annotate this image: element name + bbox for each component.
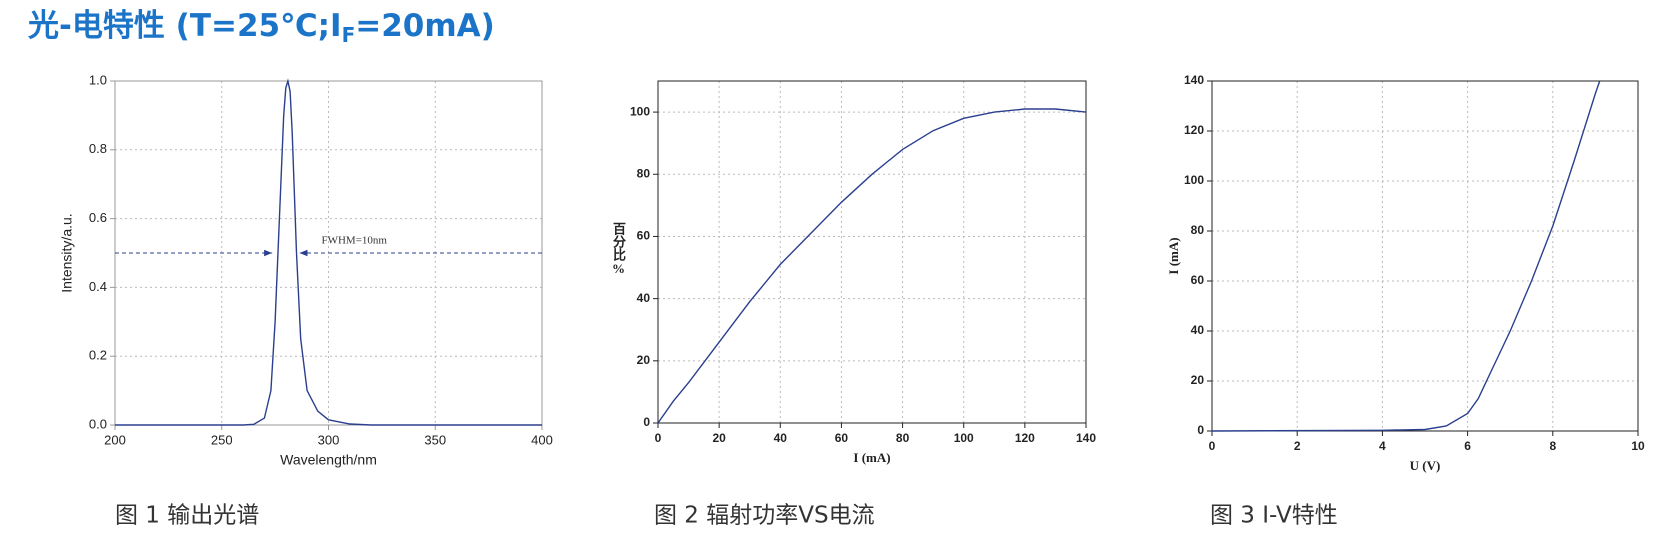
x-tick-label: 400 (531, 432, 553, 447)
y-tick-label: 20 (637, 353, 651, 367)
data-line (115, 78, 542, 426)
figure-caption: 图 3 I-V特性 (1210, 503, 1338, 529)
x-tick-label: 120 (1015, 431, 1035, 445)
data-line (1211, 80, 1601, 432)
x-axis-label: I (mA) (853, 450, 890, 465)
x-tick-label: 140 (1076, 431, 1096, 445)
y-tick-label: 0.6 (89, 210, 107, 225)
y-tick-label: 100 (1184, 173, 1204, 187)
y-tick-label: 60 (637, 229, 651, 243)
x-tick-label: 40 (774, 431, 788, 445)
y-tick-label: 1.0 (89, 72, 107, 87)
y-tick-label: 0.4 (89, 279, 107, 294)
x-axis-label: U (V) (1410, 458, 1441, 473)
x-tick-label: 0 (655, 431, 662, 445)
x-tick-label: 200 (104, 432, 126, 447)
figure-caption: 图 2 辐射功率VS电流 (654, 503, 875, 529)
x-tick-label: 300 (318, 432, 340, 447)
plot-frame (657, 80, 1087, 424)
x-tick-label: 100 (954, 431, 974, 445)
y-tick-label: 120 (1184, 123, 1204, 137)
y-axis-label: 百分比% (611, 222, 626, 276)
x-tick-label: 20 (712, 431, 726, 445)
title-main: 光-电特性 (T=25℃;I (28, 8, 342, 44)
y-tick-label: 40 (637, 291, 651, 305)
y-tick-label: 0.8 (89, 141, 107, 156)
x-tick-label: 0 (1209, 439, 1216, 453)
y-tick-label: 100 (630, 104, 650, 118)
x-tick-label: 350 (424, 432, 446, 447)
y-tick-label: 80 (1191, 223, 1205, 237)
title-end: =20mA) (355, 8, 495, 44)
y-tick-label: 40 (1191, 323, 1205, 337)
x-tick-label: 80 (896, 431, 910, 445)
x-tick-label: 250 (211, 432, 233, 447)
x-tick-label: 4 (1379, 439, 1386, 453)
y-tick-label: 80 (637, 166, 651, 180)
y-tick-label: 140 (1184, 73, 1204, 87)
y-axis-label: I (mA) (1166, 237, 1181, 274)
x-tick-label: 2 (1294, 439, 1301, 453)
y-tick-label: 0.2 (89, 348, 107, 363)
y-tick-label: 0 (1197, 423, 1204, 437)
page-title: 光-电特性 (T=25℃;IF=20mA) (28, 8, 495, 47)
figure-caption: 图 1 输出光谱 (115, 503, 259, 529)
y-tick-label: 20 (1191, 373, 1205, 387)
x-tick-label: 8 (1549, 439, 1556, 453)
x-tick-label: 6 (1464, 439, 1471, 453)
x-tick-label: 10 (1631, 439, 1645, 453)
annotation: FWHM=10nm (321, 235, 387, 247)
y-tick-label: 0 (643, 415, 650, 429)
y-tick-label: 60 (1191, 273, 1205, 287)
title-subscript: F (342, 23, 356, 47)
y-tick-label: 0.0 (89, 416, 107, 431)
x-axis-label: Wavelength/nm (280, 452, 377, 468)
plot-frame (1211, 80, 1639, 432)
y-axis-label: Intensity/a.u. (59, 213, 75, 292)
data-line (657, 108, 1087, 424)
x-tick-label: 60 (835, 431, 849, 445)
